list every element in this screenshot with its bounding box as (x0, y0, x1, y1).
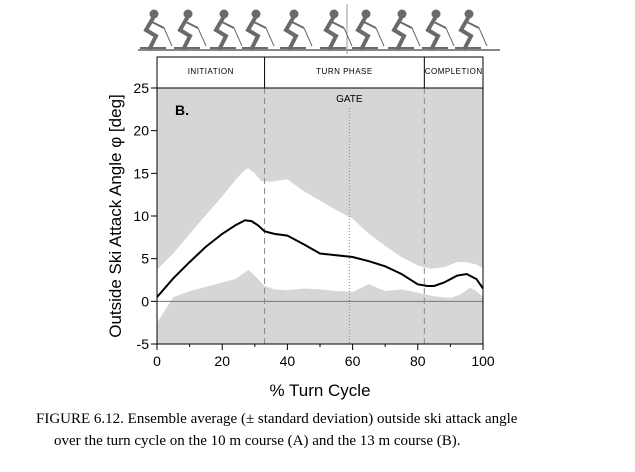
skier-pole (375, 27, 385, 47)
skier-figure-5 (280, 9, 313, 50)
skier-figure-6 (320, 9, 353, 50)
x-tick-label-100: 100 (471, 353, 495, 369)
skier-pole (233, 27, 243, 47)
skier-arm (221, 21, 235, 29)
skier-arm (291, 21, 305, 29)
skier-body (177, 16, 193, 50)
skier-arm (185, 21, 199, 29)
skier-figure-2 (174, 9, 207, 50)
y-axis-title: Outside Ski Attack Angle φ [deg] (106, 94, 125, 338)
skier-figure-10 (455, 9, 488, 50)
skier-body (323, 16, 339, 50)
x-axis-title: % Turn Cycle (269, 381, 370, 400)
skier-body (425, 16, 441, 50)
skier-pole (163, 27, 173, 47)
x-axis: 0 20 40 60 80 100 (153, 344, 495, 369)
x-tick-label-0: 0 (153, 353, 161, 369)
skier-arm (399, 21, 413, 29)
figure-caption: FIGURE 6.12. Ensemble average (± standar… (36, 408, 626, 452)
phase-label-2: TURN PHASE (316, 67, 373, 76)
skier-pole (445, 27, 455, 47)
phase-label-1: INITIATION (188, 67, 234, 76)
phase-label-3: COMPLETION (425, 67, 483, 76)
skier-arm (151, 21, 165, 29)
sd-envelope (157, 168, 483, 323)
x-tick-label-80: 80 (410, 353, 426, 369)
skier-body (458, 16, 474, 50)
panel-label: B. (175, 102, 189, 118)
gate-label: GATE (336, 94, 363, 105)
y-axis: -5 0 5 10 15 20 25 (133, 80, 157, 352)
skier-figure-9 (422, 9, 455, 50)
skier-pole (411, 27, 421, 47)
skier-pole (303, 27, 313, 47)
y-tick-label-15: 15 (133, 165, 149, 181)
y-tick-label-25: 25 (133, 80, 149, 96)
plot-area (156, 87, 484, 345)
y-tick-label-10: 10 (133, 208, 149, 224)
skier-pole (478, 27, 488, 47)
skier-pole (265, 27, 275, 47)
skier-pole (343, 27, 353, 47)
phase-header-frame (156, 56, 484, 89)
y-tick-label-20: 20 (133, 123, 149, 139)
skier-figure-8 (388, 9, 421, 50)
skier-body (143, 16, 159, 50)
phase-header: INITIATION TURN PHASE COMPLETION (156, 56, 484, 89)
skier-arm (331, 21, 345, 29)
x-tick-label-60: 60 (345, 353, 361, 369)
y-tick-label-5: 5 (141, 251, 149, 267)
skier-sequence-illustration (138, 4, 500, 54)
skier-arm (433, 21, 447, 29)
skier-body (391, 16, 407, 50)
x-tick-label-40: 40 (280, 353, 296, 369)
x-tick-label-20: 20 (214, 353, 230, 369)
skier-pole (197, 27, 207, 47)
skier-body (283, 16, 299, 50)
mean-line (156, 219, 484, 298)
y-tick-label-0: 0 (141, 293, 149, 309)
skier-body (355, 16, 371, 50)
skier-figure-7 (352, 9, 385, 50)
skier-body (213, 16, 229, 50)
skier-body (245, 16, 261, 50)
skier-figure-1 (140, 9, 173, 50)
skier-arm (363, 21, 377, 29)
skier-figure-4 (242, 9, 275, 50)
caption-line-2: over the turn cycle on the 10 m course (… (54, 433, 461, 449)
skier-figure-3 (210, 9, 243, 50)
skier-arm (466, 21, 480, 29)
skier-arm (253, 21, 267, 29)
caption-line-1: FIGURE 6.12. Ensemble average (± standar… (36, 411, 518, 427)
y-tick-label--5: -5 (137, 336, 150, 352)
